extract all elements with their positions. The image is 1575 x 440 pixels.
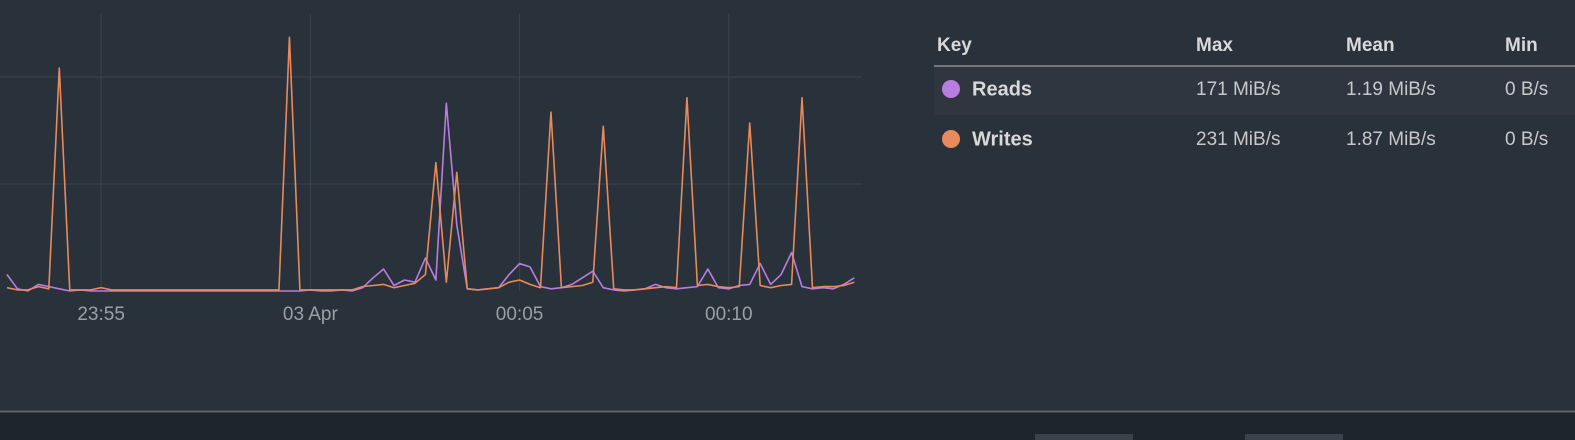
legend-swatch — [942, 80, 960, 98]
legend-header: Key — [937, 35, 972, 56]
legend-name: Reads — [972, 78, 1032, 100]
x-tick-label: 00:10 — [705, 304, 753, 325]
legend-value: 0 B/s — [1505, 79, 1548, 100]
legend-header: Min — [1505, 35, 1538, 56]
x-tick-label: 03 Apr — [283, 304, 339, 325]
legend-header: Mean — [1346, 35, 1395, 56]
tab[interactable] — [1245, 434, 1343, 440]
legend-value: 0 B/s — [1505, 129, 1548, 150]
legend-value: 231 MiB/s — [1196, 129, 1280, 150]
legend-header: Max — [1196, 35, 1233, 56]
x-tick-label: 00:05 — [496, 304, 544, 325]
x-tick-label: 23:55 — [77, 304, 125, 325]
legend-name: Writes — [972, 128, 1033, 150]
legend-value: 1.19 MiB/s — [1346, 79, 1436, 100]
series-line — [6, 102, 855, 292]
legend-value: 1.87 MiB/s — [1346, 129, 1436, 150]
legend-swatch — [942, 130, 960, 148]
series-line — [6, 36, 855, 291]
legend-row-highlight — [934, 67, 1575, 115]
tab[interactable] — [1035, 434, 1133, 440]
legend-value: 171 MiB/s — [1196, 79, 1280, 100]
